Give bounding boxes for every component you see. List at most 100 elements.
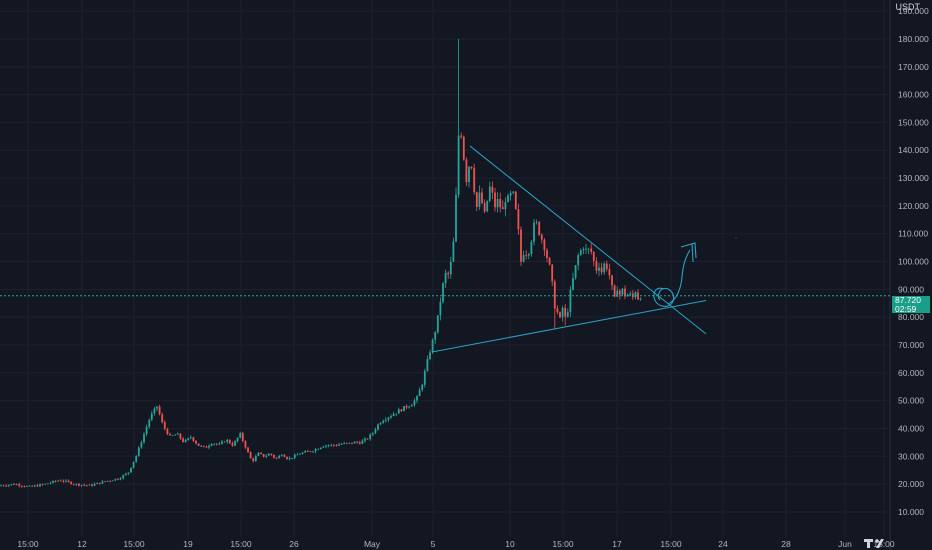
candle-body (213, 443, 216, 445)
candle-body (605, 263, 608, 270)
y-tick-label: 70.000 (898, 340, 924, 350)
candle-body (286, 456, 288, 460)
candle-body (7, 484, 10, 486)
y-tick-label: 50.000 (898, 396, 924, 406)
y-tick-label: 180.000 (898, 34, 929, 44)
candle-body (509, 192, 512, 196)
candle-body (335, 445, 338, 447)
x-tick-label: 17 (612, 539, 622, 549)
candle-body (501, 207, 504, 210)
candle-body (267, 453, 270, 456)
candle-body (577, 254, 580, 266)
candle-body (312, 451, 314, 453)
y-tick-label: 80.000 (898, 312, 924, 322)
x-tick-label: 15:00 (123, 539, 145, 549)
candle-body (52, 480, 54, 483)
candle-body (413, 400, 416, 406)
candle-body (587, 248, 590, 250)
candle-body (624, 288, 626, 297)
candle-body (2, 485, 5, 487)
x-tick-label: 26 (289, 539, 299, 549)
candle-body (18, 484, 21, 486)
x-tick-label: Jun (838, 539, 852, 549)
candle-body (470, 166, 473, 169)
candle-body (57, 480, 60, 482)
candle-body (400, 409, 403, 412)
candle-body (566, 312, 569, 317)
candle-body (218, 443, 221, 445)
candle-body (210, 444, 213, 446)
candle-body (522, 255, 525, 262)
y-tick-label: 140.000 (898, 145, 929, 155)
candle-body (163, 422, 166, 429)
candle-body (574, 265, 577, 278)
candle-body (127, 472, 130, 474)
candle-body (169, 434, 171, 436)
candle-body (140, 442, 143, 448)
candle-body (67, 480, 70, 482)
candle-body (85, 485, 88, 486)
ascending-trendline[interactable] (431, 300, 707, 353)
candle-body (15, 484, 18, 486)
candle-body (533, 222, 535, 242)
candle-body (54, 480, 57, 482)
y-tick-label: 160.000 (898, 90, 929, 100)
candle-body (280, 454, 283, 456)
candle-body (538, 221, 541, 235)
candle-body (244, 441, 247, 448)
candle-body (332, 444, 335, 446)
y-tick-label: 20.000 (898, 479, 924, 489)
candle-body (416, 396, 418, 401)
candle-body (585, 248, 587, 250)
candle-body (215, 443, 218, 445)
hand-drawn-arrow-head[interactable] (680, 242, 697, 263)
candle-body (403, 406, 405, 412)
candle-body (572, 277, 574, 290)
candle-body (252, 458, 255, 462)
candle-body (475, 192, 478, 207)
candle-body (569, 289, 572, 313)
candle-body (65, 480, 67, 482)
descending-trendline[interactable] (469, 145, 707, 335)
candle-body (124, 473, 127, 476)
candle-body (283, 454, 286, 457)
candle-body (13, 484, 15, 485)
candle-body (254, 455, 257, 462)
candles-layer (0, 38, 642, 488)
candle-body (611, 275, 613, 286)
candle-body (88, 484, 91, 486)
hand-drawn-arrow-line[interactable] (667, 249, 691, 305)
candle-body (582, 249, 585, 251)
candle-body (600, 267, 603, 273)
candle-body (234, 441, 236, 446)
candle-body (132, 461, 135, 468)
y-tick-label: 130.000 (898, 173, 929, 183)
candle-body (455, 194, 457, 242)
candle-body (377, 424, 379, 430)
candle-body (33, 485, 36, 487)
candle-body (117, 478, 119, 480)
y-tick-label: 110.000 (898, 229, 928, 239)
candle-body (299, 454, 301, 455)
candle-body (460, 135, 463, 137)
candle-body (561, 307, 564, 318)
candle-body (202, 445, 205, 447)
candle-body (130, 467, 132, 473)
candle-body (595, 261, 598, 271)
candle-body (296, 454, 299, 456)
candle-body (247, 447, 249, 452)
candle-body (221, 441, 223, 444)
candle-countdown: 02:59 (895, 303, 917, 314)
candle-body (512, 191, 515, 193)
candle-body (348, 442, 351, 444)
y-tick-label: 120.000 (898, 201, 929, 211)
candle-body (494, 192, 496, 208)
candle-body (520, 229, 522, 262)
candle-body (387, 417, 390, 420)
candle-body (343, 443, 346, 444)
candle-body (353, 441, 356, 444)
candle-body (426, 359, 429, 372)
candle-body (410, 405, 413, 407)
candle-body (44, 483, 47, 485)
